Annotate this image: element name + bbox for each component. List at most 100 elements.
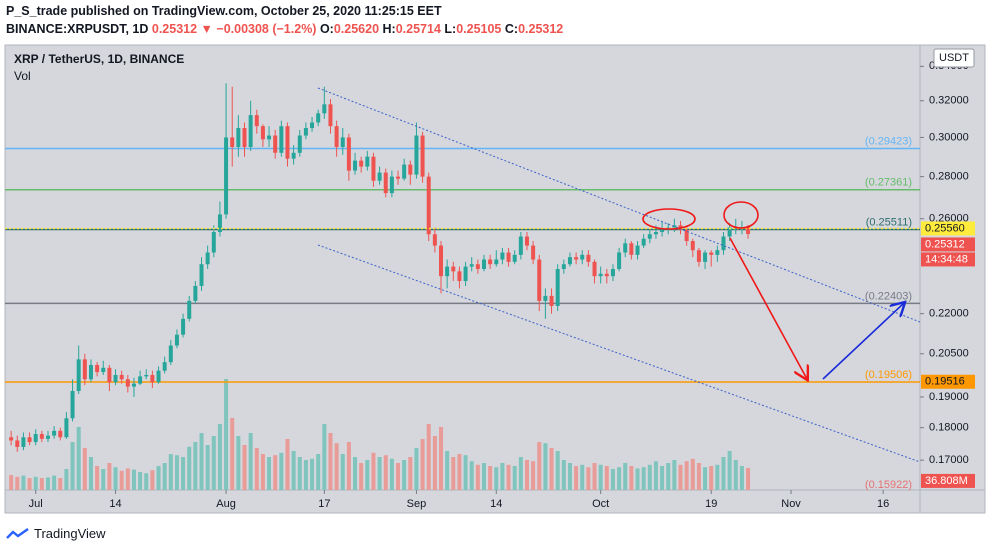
volume-bar bbox=[267, 457, 272, 490]
candle-body bbox=[230, 137, 235, 147]
ohlc-key: H: bbox=[382, 22, 396, 36]
volume-bar bbox=[144, 473, 149, 490]
candle-body bbox=[746, 227, 751, 234]
axes: 0.170000.180000.190000.205000.220000.260… bbox=[29, 60, 975, 510]
candle-body bbox=[610, 268, 615, 277]
candle-body bbox=[672, 225, 677, 228]
volume-bar bbox=[82, 448, 87, 490]
candle-body bbox=[469, 264, 474, 267]
channel-lower bbox=[317, 244, 920, 463]
volume-bar bbox=[721, 457, 726, 490]
volume-bar bbox=[217, 424, 222, 490]
x-tick-label: Oct bbox=[592, 498, 609, 510]
candle-body bbox=[445, 266, 450, 277]
volume-bar bbox=[666, 463, 671, 490]
volume-bar bbox=[303, 460, 308, 490]
volume-bar bbox=[580, 464, 585, 490]
volume-bar bbox=[193, 442, 198, 490]
volume-bar bbox=[39, 478, 44, 490]
volume-bar bbox=[555, 451, 560, 490]
candle-body bbox=[549, 295, 554, 306]
volume-bar bbox=[150, 470, 155, 490]
price-badge bbox=[921, 374, 975, 389]
volume-bar bbox=[174, 455, 179, 490]
candle-body bbox=[181, 318, 186, 335]
volume-bar bbox=[488, 466, 493, 490]
candle-body bbox=[696, 250, 701, 262]
candle-body bbox=[205, 252, 210, 265]
candle-body bbox=[45, 435, 50, 439]
candle-body bbox=[113, 374, 118, 383]
candle-body bbox=[408, 164, 413, 175]
candle-body bbox=[168, 345, 173, 363]
candle-body bbox=[481, 259, 486, 269]
volume-bar bbox=[445, 451, 450, 490]
candle-body bbox=[402, 164, 407, 179]
volume-bar bbox=[457, 454, 462, 490]
legend-volume: Vol bbox=[14, 69, 31, 83]
volume-bar bbox=[181, 457, 186, 490]
y-tick-label: 0.22000 bbox=[929, 308, 969, 320]
y-tick-label: 0.20500 bbox=[929, 348, 969, 360]
level-label: (0.15922) bbox=[865, 479, 912, 491]
candle-body bbox=[187, 300, 192, 319]
candle-body bbox=[715, 250, 720, 255]
candle-body bbox=[119, 374, 124, 380]
candle-body bbox=[248, 115, 253, 147]
volume-bar bbox=[9, 475, 14, 490]
volume-bar bbox=[469, 461, 474, 490]
candle-body bbox=[586, 254, 591, 262]
volume-bar bbox=[647, 464, 652, 490]
volume-bar bbox=[316, 454, 321, 490]
volume-bar bbox=[696, 463, 701, 490]
candle-body bbox=[555, 268, 560, 306]
volume-bar bbox=[561, 460, 566, 490]
candle-body bbox=[359, 160, 364, 167]
volume-bar bbox=[211, 436, 216, 490]
candle-body bbox=[39, 434, 44, 439]
volume-bar bbox=[709, 466, 714, 490]
volume-bar bbox=[70, 442, 75, 490]
volume-bar bbox=[242, 445, 247, 490]
candle-body bbox=[322, 104, 327, 114]
ohlc-value: 0.25312 bbox=[518, 22, 564, 36]
volume-bar bbox=[340, 454, 345, 490]
candle-body bbox=[518, 236, 523, 255]
volume-bar bbox=[426, 424, 431, 490]
candle-body bbox=[267, 135, 272, 140]
volume-bar bbox=[322, 424, 327, 490]
volume-bar bbox=[377, 457, 382, 490]
candle-body bbox=[475, 264, 480, 269]
candle-body bbox=[598, 273, 603, 277]
volume-bar bbox=[248, 433, 253, 490]
volume-bar bbox=[463, 455, 468, 490]
volume-bar bbox=[21, 475, 26, 490]
x-tick-label: Sep bbox=[407, 498, 427, 510]
candle-body bbox=[629, 243, 634, 255]
volume-bar bbox=[156, 466, 161, 490]
volume-bar bbox=[230, 418, 235, 490]
candle-body bbox=[174, 334, 179, 346]
volume-bar bbox=[610, 469, 615, 490]
candle-body bbox=[242, 128, 247, 147]
volume-bar bbox=[592, 463, 597, 490]
level-label: (0.27361) bbox=[865, 177, 912, 189]
x-tick-label: 16 bbox=[877, 498, 889, 510]
unit-box bbox=[933, 48, 975, 68]
volume-bar bbox=[500, 463, 505, 490]
volume-bar bbox=[273, 455, 278, 490]
volume-bar bbox=[119, 470, 124, 490]
volume-bar bbox=[285, 439, 290, 490]
candle-body bbox=[537, 259, 542, 301]
volume-bar bbox=[451, 457, 456, 490]
volume-bar bbox=[703, 467, 708, 490]
candle-body bbox=[82, 359, 87, 380]
candle-body bbox=[125, 379, 130, 387]
candle-body bbox=[310, 122, 315, 129]
candle-body bbox=[156, 370, 161, 383]
candle-body bbox=[567, 257, 572, 265]
drawings bbox=[317, 87, 920, 463]
volume-bar bbox=[205, 445, 210, 490]
candle-body bbox=[316, 113, 321, 123]
y-tick-label: 0.19000 bbox=[929, 391, 969, 403]
